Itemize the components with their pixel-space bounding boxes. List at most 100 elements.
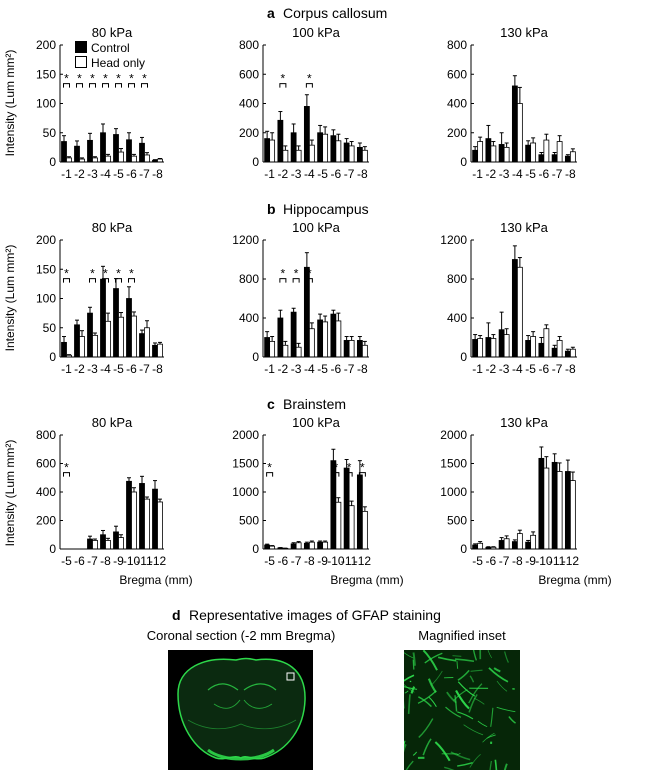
astrocyte-strand	[494, 759, 498, 770]
x-tick-label: -10	[535, 554, 553, 568]
magnified-inset-image	[404, 650, 520, 770]
section-a-heading: a Corpus callosum	[267, 5, 387, 21]
bar-head-only	[308, 144, 315, 163]
y-tick-label: 2000	[232, 428, 259, 442]
bar-head-only	[348, 340, 355, 358]
bar-control	[551, 461, 558, 550]
x-tick-label: -7	[139, 362, 150, 376]
legend-label-control: Control	[91, 41, 130, 55]
x-tick-label: -11	[136, 554, 153, 568]
y-tick-label: 200	[36, 38, 56, 52]
legend: Control Head only	[75, 41, 145, 70]
bar-control	[303, 542, 310, 550]
significance-bracket	[305, 83, 313, 88]
bar-control	[290, 311, 297, 358]
section-d-heading: d Representative images of GFAP staining	[172, 607, 441, 623]
bar-control	[343, 142, 350, 163]
x-tick-label: -4	[512, 362, 523, 376]
bar-head-only	[543, 139, 550, 163]
significance-star: *	[64, 461, 69, 475]
astrocyte-strand	[422, 738, 432, 756]
astrocyte-strand	[404, 740, 406, 748]
x-tick-label: -11	[341, 554, 358, 568]
bar-control	[100, 534, 106, 550]
x-axis-label-3: Bregma (mm)	[538, 573, 611, 587]
astrocyte-strand	[490, 707, 494, 727]
astrocyte-strand	[489, 760, 493, 770]
x-axis-label-2: Bregma (mm)	[330, 573, 403, 587]
bar-head-only	[361, 510, 368, 550]
y-tick-label: 150	[36, 67, 56, 81]
y-tick-label: 200	[447, 126, 467, 140]
x-tick-label: -12	[354, 554, 372, 568]
x-tick-label: -2	[278, 362, 289, 376]
x-tick-label: -2	[74, 362, 85, 376]
y-tick-label: 50	[43, 126, 57, 140]
y-tick-label: 1500	[232, 457, 259, 471]
x-tick-label: -3	[291, 362, 302, 376]
bar-head-only	[477, 338, 484, 358]
bar-control	[290, 132, 297, 163]
x-tick-label: -4	[304, 167, 315, 181]
y-tick-label: 400	[447, 97, 467, 111]
bar-control	[290, 543, 297, 550]
astrocyte-strand	[450, 751, 471, 761]
significance-star: *	[129, 72, 134, 86]
bar-control	[317, 319, 324, 358]
x-tick-label: -8	[565, 167, 576, 181]
bar-control	[139, 483, 145, 550]
significance-bracket	[102, 83, 109, 88]
bar-control	[277, 119, 284, 163]
y-tick-label: 800	[239, 272, 259, 286]
y-tick-label: 0	[460, 542, 467, 556]
y-tick-label: 1200	[232, 233, 259, 247]
astrocyte-strand	[468, 694, 478, 713]
astrocyte-strand	[430, 670, 443, 686]
significance-bracket	[332, 472, 340, 477]
x-tick-label: -8	[512, 554, 523, 568]
y-tick-label: 800	[447, 38, 467, 52]
astrocyte-strand	[427, 678, 437, 693]
astrocyte-strand	[428, 696, 437, 707]
bar-control	[152, 344, 158, 358]
bar-control	[472, 339, 479, 358]
significance-star: *	[64, 72, 69, 86]
bar-head-only	[144, 154, 150, 163]
bar-control	[87, 538, 93, 550]
legend-swatch-control	[75, 41, 87, 53]
astrocyte-strand	[410, 686, 416, 694]
bar-control	[564, 471, 571, 550]
bar-head-only	[131, 315, 137, 358]
significance-bracket	[128, 83, 135, 88]
significance-star: *	[129, 267, 134, 281]
significance-bracket	[76, 83, 83, 88]
bar-head-only	[503, 334, 510, 358]
bar-head-only	[556, 340, 563, 358]
x-tick-label: -5	[525, 362, 536, 376]
bar-control	[564, 155, 571, 163]
x-tick-label: -11	[549, 554, 566, 568]
y-tick-label: 400	[239, 311, 259, 325]
significance-star: *	[360, 461, 365, 475]
bar-control	[525, 340, 532, 358]
bar-head-only	[361, 344, 368, 358]
y-tick-label: 200	[36, 233, 56, 247]
y-tick-label: 0	[49, 350, 56, 364]
astrocyte-strand	[487, 650, 493, 659]
x-tick-label: -9	[317, 554, 328, 568]
y-tick-label: 0	[49, 542, 56, 556]
x-tick-label: -7	[344, 362, 355, 376]
significance-star: *	[294, 267, 299, 281]
astrocyte-strand	[473, 697, 485, 705]
chart-title: 80 kPa	[92, 220, 133, 235]
x-tick-label: -2	[278, 167, 289, 181]
bar-control	[511, 85, 518, 163]
astrocyte-strand	[455, 689, 470, 710]
bar-control	[113, 288, 119, 358]
bar-control	[317, 541, 324, 550]
astrocyte-strand	[488, 667, 509, 683]
x-tick-label: -7	[87, 554, 98, 568]
bar-head-only	[556, 471, 563, 550]
y-tick-label: 1500	[440, 457, 467, 471]
